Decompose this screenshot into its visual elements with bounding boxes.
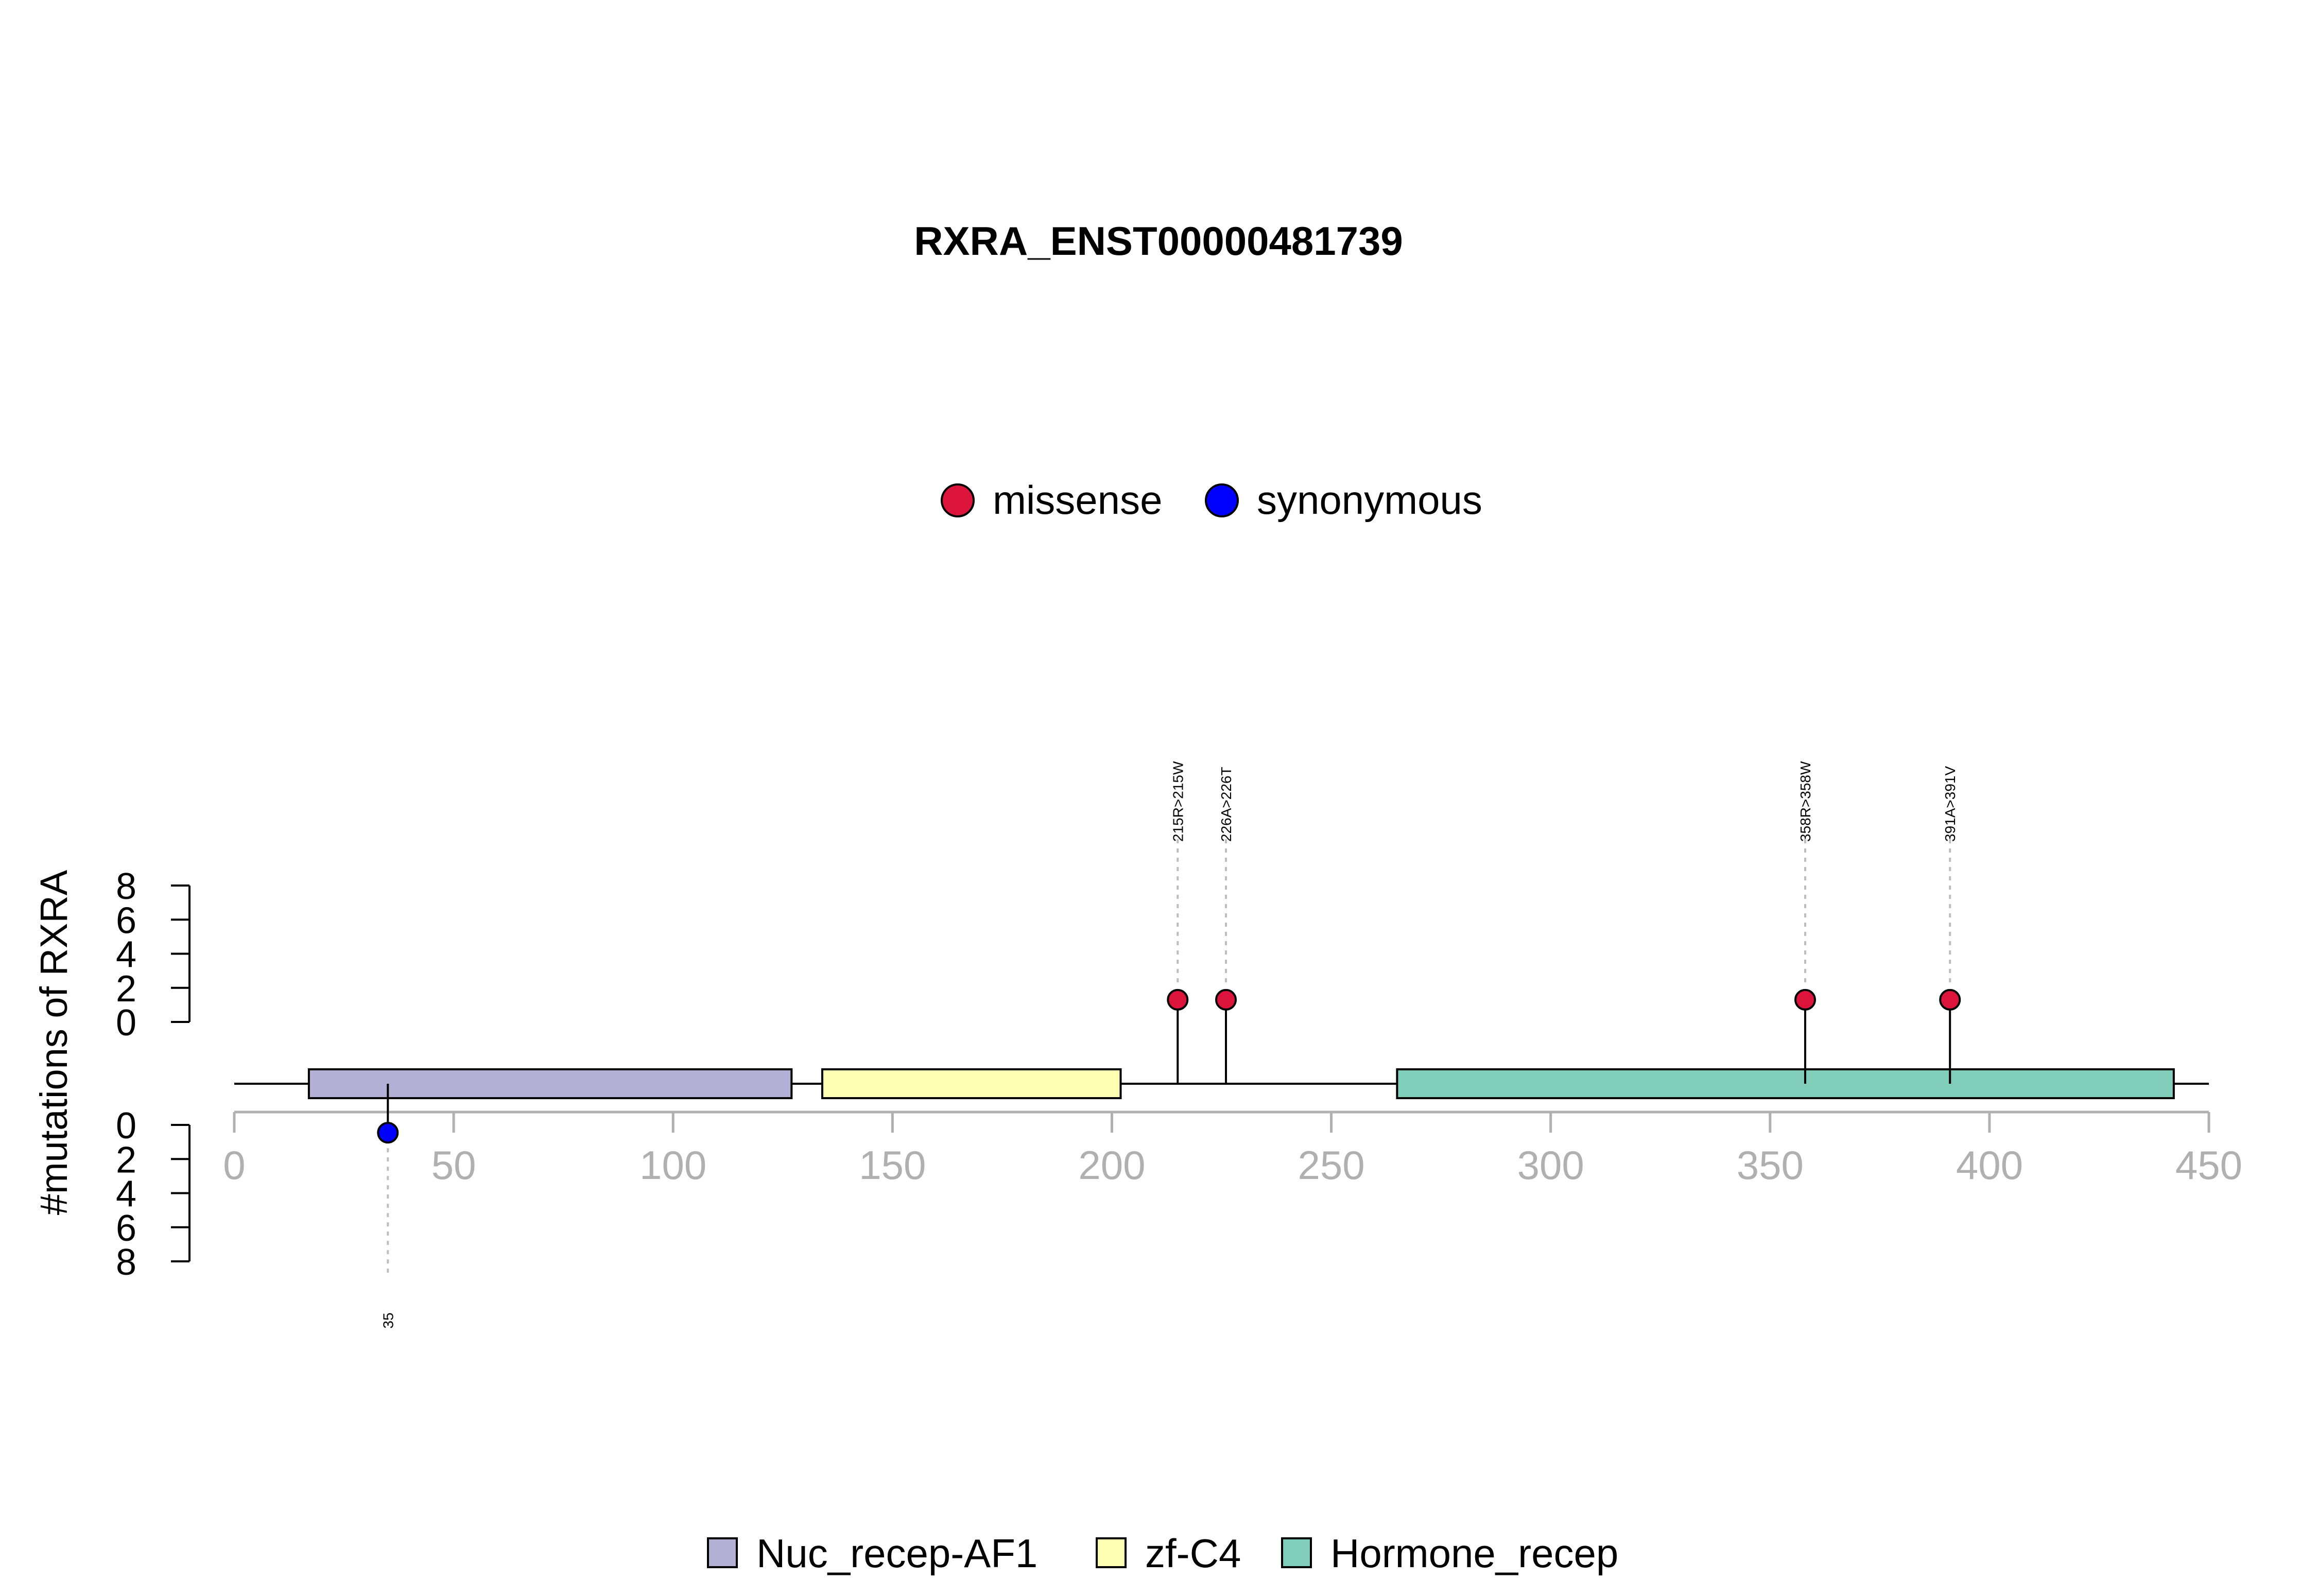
mutation-358: 358R>358W	[1794, 761, 1816, 1084]
lollipop-head	[1939, 988, 1961, 1011]
x-tick-label: 350	[1737, 1142, 1804, 1188]
lollipop-head	[1167, 988, 1189, 1011]
x-tick-label: 150	[859, 1142, 926, 1188]
x-tick-label: 50	[431, 1142, 476, 1188]
mutation-lollipops: 35 215R>215W 226A>226T 358R>358W 391A>391V	[377, 761, 1961, 1329]
mutation-226: 226A>226T	[1215, 767, 1237, 1084]
protein-domains	[307, 1068, 2175, 1099]
lollipop-head	[377, 1122, 399, 1144]
y-tick-label-upper: 8	[116, 866, 136, 907]
domain-legend: Nuc_recep-AF1 zf-C4 Hormone_recep	[707, 1531, 1618, 1576]
domain-Hormone_recep	[1396, 1068, 2175, 1099]
mutation-label: 358R>358W	[1797, 761, 1813, 842]
mutation-35: 35	[377, 1084, 399, 1329]
x-tick-label: 0	[223, 1142, 245, 1188]
y-tick-label-lower: 8	[116, 1242, 136, 1283]
domain-Nuc_recep-AF1	[307, 1068, 793, 1099]
legend-marker-missense	[941, 483, 975, 517]
legend-marker-synonymous	[1205, 483, 1239, 517]
lollipop-head	[1794, 988, 1816, 1011]
mutation-215: 215R>215W	[1167, 761, 1189, 1084]
domain-zf-C4	[821, 1068, 1122, 1099]
x-tick-label: 100	[639, 1142, 706, 1188]
y-tick-label-lower: 4	[116, 1174, 136, 1215]
domain-legend-swatch	[707, 1537, 738, 1568]
mutation-label: 226A>226T	[1218, 767, 1234, 842]
legend-label-missense: missense	[993, 477, 1162, 523]
x-tick-label: 300	[1517, 1142, 1584, 1188]
domain-legend-label: zf-C4	[1145, 1531, 1241, 1576]
y-tick-label-upper: 0	[116, 1002, 136, 1044]
mutation-label: 391A>391V	[1942, 766, 1958, 842]
y-tick-label-lower: 6	[116, 1208, 136, 1249]
y-tick-label-upper: 4	[116, 934, 136, 976]
legend-label-synonymous: synonymous	[1257, 477, 1482, 523]
domain-legend-label: Hormone_recep	[1330, 1531, 1618, 1576]
domain-legend-label: Nuc_recep-AF1	[756, 1531, 1038, 1576]
x-tick-label: 450	[2175, 1142, 2242, 1188]
legend-item-synonymous: synonymous	[1205, 477, 1482, 523]
y-tick-label-upper: 2	[116, 968, 136, 1010]
chart-title: RXRA_ENST00000481739	[914, 218, 1403, 264]
domain-legend-item-Nuc_recep-AF1: Nuc_recep-AF1	[707, 1531, 1038, 1576]
y-tick-label-upper: 6	[116, 900, 136, 941]
domain-legend-item-zf-C4: zf-C4	[1096, 1531, 1241, 1576]
x-axis: 0 50 100 150 200 250 300 350 400 450	[223, 1111, 2242, 1188]
y-axis-label: #mutations of RXRA	[32, 870, 75, 1215]
lollipop-head	[1215, 988, 1237, 1011]
legend-item-missense: missense	[941, 477, 1162, 523]
mutation-legend: missense synonymous	[941, 477, 1482, 523]
mutation-label: 35	[380, 1312, 396, 1328]
domain-legend-swatch	[1096, 1537, 1127, 1568]
domain-legend-item-Hormone_recep: Hormone_recep	[1281, 1531, 1618, 1576]
x-tick-label: 400	[1956, 1142, 2023, 1188]
y-tick-label-lower: 0	[116, 1105, 136, 1147]
domain-legend-swatch	[1281, 1537, 1312, 1568]
mutation-label: 215R>215W	[1170, 761, 1186, 842]
y-tick-label-lower: 2	[116, 1139, 136, 1181]
x-tick-label: 250	[1298, 1142, 1364, 1188]
mutation-391: 391A>391V	[1939, 766, 1961, 1084]
x-tick-label: 200	[1078, 1142, 1145, 1188]
